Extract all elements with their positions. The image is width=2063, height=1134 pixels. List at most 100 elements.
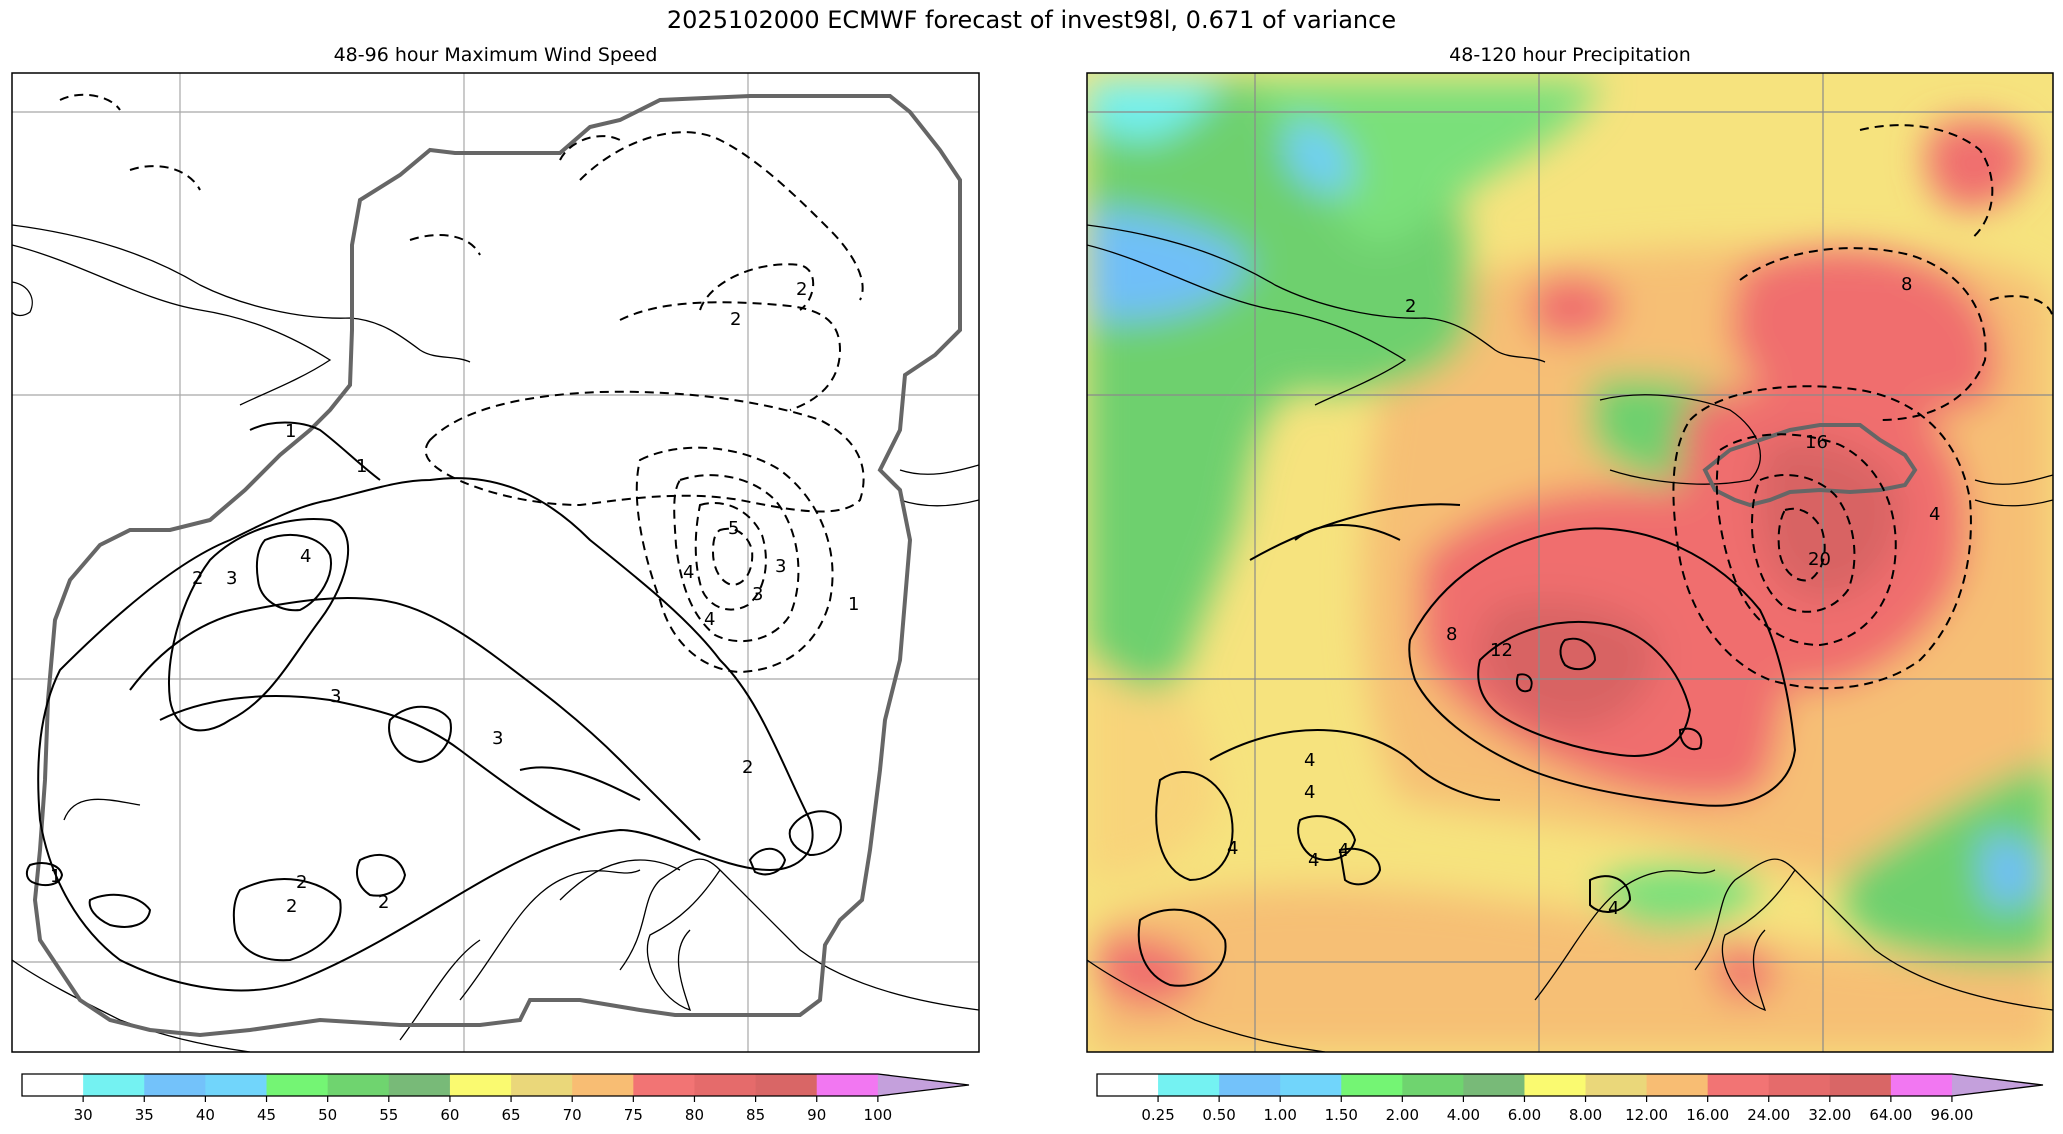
wind-cluster-outline [32, 94, 962, 1038]
wind-contour-label: 1 [285, 421, 296, 442]
precip-contour-label: 8 [1446, 624, 1457, 645]
precip-contour-label: 4 [1304, 782, 1315, 803]
precip-colorbar-swatch [1097, 1074, 1159, 1096]
precip-colorbar-tick-label: 16.00 [1686, 1106, 1729, 1124]
wind-colorbar-tick-label: 65 [502, 1106, 521, 1124]
precip-contour-label: 20 [1808, 549, 1831, 570]
precip-contour-label: 4 [1308, 850, 1319, 871]
precip-colorbar-swatch [1402, 1074, 1464, 1096]
wind-colorbar-swatch [694, 1074, 757, 1096]
wind-speed-map: 1 1 1 2 2 2 2 2 3 3 3 3 4 4 5 2 2 3 4 1 [11, 72, 980, 1053]
wind-colorbar-swatch [83, 1074, 145, 1096]
precip-contour-labels: 8 12 8 16 4 4 4 4 4 4 4 2 20 [1227, 274, 1940, 919]
precip-colorbar-tick-label: 96.00 [1930, 1106, 1973, 1124]
precip-cluster-outline [1702, 423, 1918, 508]
wind-contour-label: 3 [775, 556, 786, 577]
wind-colorbar-extend-arrow [877, 1074, 969, 1096]
wind-colorbar-swatch [327, 1074, 390, 1096]
precip-colorbar-tick-label: 12.00 [1625, 1106, 1668, 1124]
figure-title: 2025102000 ECMWF forecast of invest98l, … [666, 6, 1397, 34]
wind-colorbar-swatch [144, 1074, 206, 1096]
precip-contour-label: 4 [1338, 840, 1349, 861]
wind-colorbar-swatch [205, 1074, 268, 1096]
wind-colorbar-tick-label: 35 [135, 1106, 154, 1124]
wind-panel-title: 48-96 hour Maximum Wind Speed [333, 44, 658, 66]
precip-colorbar-tick-label: 2.00 [1386, 1106, 1419, 1124]
wind-solid-contours [25, 421, 842, 992]
precip-colorbar-extend-arrow [1951, 1074, 2043, 1096]
wind-colorbar: 30 35 40 45 50 55 60 65 70 75 80 85 90 100 [21, 1073, 970, 1124]
precip-contour-label: 16 [1805, 432, 1828, 453]
wind-contour-label: 1 [50, 866, 61, 887]
wind-contour-label: 2 [742, 757, 753, 778]
precip-colorbar-tick-label: 0.25 [1141, 1106, 1174, 1124]
precip-contour-label: 2 [1405, 296, 1416, 317]
wind-contour-label: 4 [683, 562, 694, 583]
precip-colorbar-outline [1096, 1073, 2044, 1097]
precip-colorbar-swatch [1463, 1074, 1526, 1096]
wind-colorbar-swatch [755, 1074, 818, 1096]
wind-contour-label: 4 [300, 546, 311, 567]
precip-solid-contours [1137, 503, 1797, 987]
wind-contour-label: 2 [796, 279, 807, 300]
precip-colorbar: 0.25 0.50 1.00 1.50 2.00 4.00 6.00 8.00 12.00 16.… [1096, 1073, 2044, 1124]
precip-colorbar-tick-label: 64.00 [1869, 1106, 1912, 1124]
wind-contour-label: 2 [378, 892, 389, 913]
wind-colorbar-swatch [572, 1074, 634, 1096]
wind-contour-label: 5 [728, 518, 739, 539]
wind-colorbar-tick-label: 55 [379, 1106, 398, 1124]
precip-dashed-contours [1672, 124, 2053, 690]
wind-contour-label: 2 [730, 309, 741, 330]
wind-contour-label: 4 [704, 609, 715, 630]
wind-contour-label: 3 [752, 584, 763, 605]
precip-contour-label: 4 [1929, 504, 1940, 525]
precip-colorbar-tick-label: 8.00 [1569, 1106, 1602, 1124]
precip-colorbar-swatch [1707, 1074, 1770, 1096]
wind-colorbar-tick-label: 85 [746, 1106, 765, 1124]
precip-colorbar-tick-label: 0.50 [1202, 1106, 1235, 1124]
precip-panel-title: 48-120 hour Precipitation [1449, 44, 1691, 66]
wind-colorbar-swatch [22, 1074, 84, 1096]
precip-colorbar-tick-label: 6.00 [1508, 1106, 1541, 1124]
precip-colorbar-swatch [1524, 1074, 1587, 1096]
wind-colorbar-swatch [511, 1074, 573, 1096]
wind-map-frame [11, 72, 980, 1053]
wind-colorbar-tick-label: 80 [685, 1106, 704, 1124]
precip-map-frame [1086, 72, 2054, 1053]
precip-colorbar-swatch [1890, 1074, 1953, 1096]
precip-colorbar-swatch [1341, 1074, 1403, 1096]
wind-colorbar-tick-label: 40 [196, 1106, 215, 1124]
precip-colorbar-tick-label: 24.00 [1747, 1106, 1790, 1124]
precip-colorbar-swatch [1219, 1074, 1281, 1096]
precip-contour-label: 8 [1901, 274, 1912, 295]
wind-colorbar-swatch [449, 1074, 512, 1096]
wind-dashed-contours [59, 93, 865, 674]
wind-contour-label: 2 [192, 568, 203, 589]
precip-contour-label: 4 [1304, 750, 1315, 771]
precip-colorbar-tick-label: 32.00 [1808, 1106, 1851, 1124]
wind-colorbar-tick-label: 45 [257, 1106, 276, 1124]
wind-colorbar-tick-label: 100 [864, 1106, 893, 1124]
wind-colorbar-tick-label: 30 [74, 1106, 93, 1124]
wind-contour-label: 3 [226, 568, 237, 589]
precip-map-coastlines [1087, 224, 2053, 1052]
wind-colorbar-swatch [266, 1074, 329, 1096]
wind-colorbar-tick-label: 75 [624, 1106, 643, 1124]
wind-colorbar-tick-label: 50 [318, 1106, 337, 1124]
precip-contour-label: 12 [1490, 640, 1513, 661]
precip-colorbar-swatch [1280, 1074, 1342, 1096]
precip-colorbar-swatch [1646, 1074, 1709, 1096]
wind-colorbar-tick-label: 70 [563, 1106, 582, 1124]
precip-colorbar-swatch [1158, 1074, 1220, 1096]
wind-colorbar-tick-label: 90 [807, 1106, 826, 1124]
wind-colorbar-tick-label: 60 [440, 1106, 459, 1124]
precip-colorbar-swatch [1768, 1074, 1831, 1096]
precip-colorbar-tick-label: 4.00 [1447, 1106, 1480, 1124]
wind-contour-label: 1 [848, 594, 859, 615]
precipitation-map: 8 12 8 16 4 4 4 4 4 4 4 2 20 [1086, 72, 2054, 1053]
precip-colorbar-tick-label: 1.00 [1263, 1106, 1296, 1124]
precip-contour-label: 4 [1227, 838, 1238, 859]
precip-colorbar-swatch [1829, 1074, 1892, 1096]
